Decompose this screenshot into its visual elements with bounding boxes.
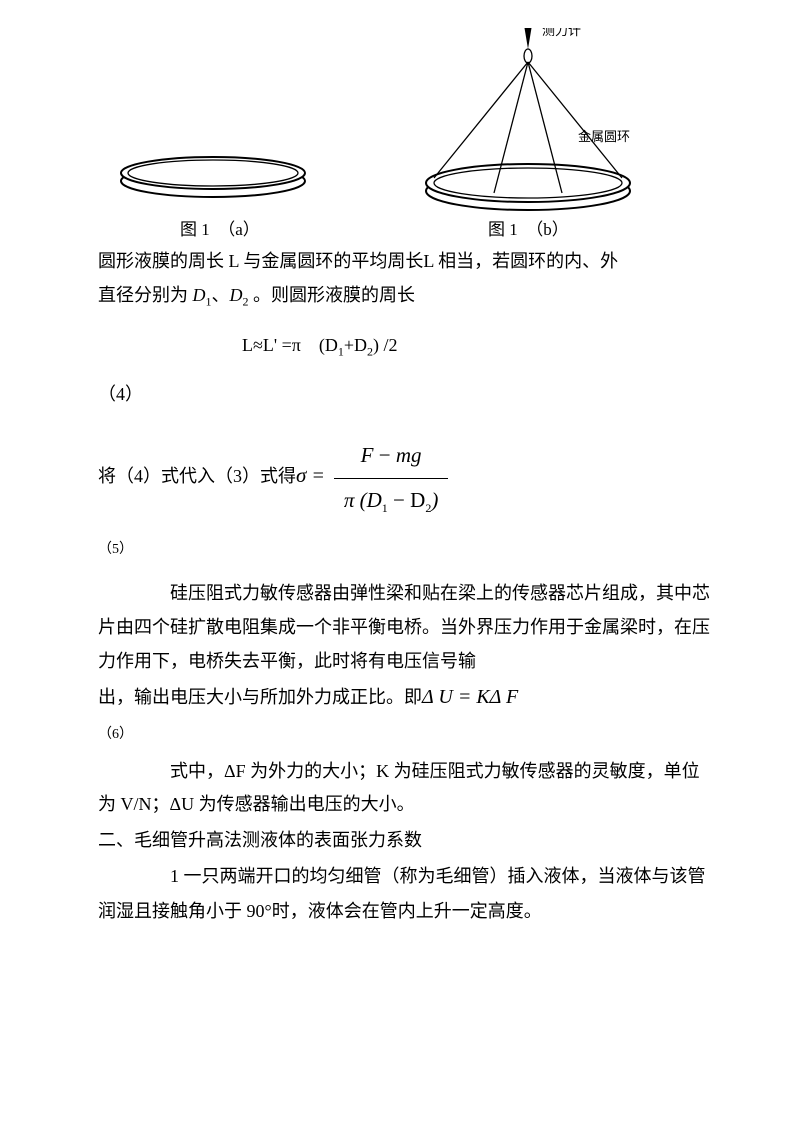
para-3: 将（4）式代入（3）式得σ = F − mg π (D1 − D2) xyxy=(98,435,710,521)
eq4-lhs: L≈L' =π (D xyxy=(242,335,338,355)
para4b-pre: 出，输出电压大小与所加外力成正比。即 xyxy=(98,687,422,707)
figure-1: 测力计 金属圆环 图 1 （a） 图 1 （b） xyxy=(98,28,710,226)
eq4-rhs: ) /2 xyxy=(373,335,398,355)
eq5-number: （5） xyxy=(98,537,710,564)
para-1a: 圆形液膜的周长 L 与金属圆环的平均周长L 相当，若圆环的内、外 xyxy=(98,244,710,278)
eq5-den-l: π (D xyxy=(344,488,382,512)
caption-b: 图 1 （b） xyxy=(488,214,569,246)
gauge-label: 测力计 xyxy=(542,28,581,38)
para-6: 1 一只两端开口的均匀细管（称为毛细管）插入液体，当液体与该管润湿且接触角小于 … xyxy=(98,859,710,927)
eq5-num-l: F xyxy=(361,443,374,467)
equation-5-fraction: F − mg π (D1 − D2) xyxy=(334,435,448,521)
d2: D xyxy=(230,285,243,305)
para-4: 硅压阻式力敏传感器由弹性梁和贴在梁上的传感器芯片组成，其中芯片由四个硅扩散电阻集… xyxy=(98,576,710,679)
para3-pre: 将（4）式代入（3）式得 xyxy=(98,466,296,486)
eq5-num-m: − xyxy=(373,443,395,467)
para1b-pre: 直径分别为 xyxy=(98,285,193,305)
para-5: 式中，ΔF 为外力的大小；K 为硅压阻式力敏传感器的灵敏度，单位为 V/N；ΔU… xyxy=(98,755,710,822)
sigma: σ xyxy=(296,463,306,487)
para1b-mid: 、 xyxy=(212,285,230,305)
ring-label: 金属圆环 xyxy=(578,129,630,144)
para-1b: 直径分别为 D1、D2 。则圆形液膜的周长 xyxy=(98,278,710,313)
ring-a xyxy=(121,157,305,197)
d1: D xyxy=(193,285,206,305)
para-4b: 出，输出电压大小与所加外力成正比。即Δ U = KΔ F xyxy=(98,678,710,716)
para1b-post: 。则圆形液膜的周长 xyxy=(249,285,416,305)
eq5-den-m: − D xyxy=(388,488,426,512)
eq5-den-r: ) xyxy=(431,488,438,512)
eq6-number: （6） xyxy=(98,722,710,749)
heading-2: 二、毛细管升高法测液体的表面张力系数 xyxy=(98,823,710,857)
caption-a: 图 1 （a） xyxy=(180,214,260,246)
equation-4: L≈L' =π (D1+D2) /2 xyxy=(98,328,710,363)
eq4-number: （4） xyxy=(98,377,710,411)
eq4-mid: +D xyxy=(344,335,367,355)
equation-6: Δ U = KΔ F xyxy=(422,686,518,708)
ring-b: 测力计 金属圆环 xyxy=(426,28,630,210)
eq5-num-r: mg xyxy=(396,443,422,467)
figure-svg: 测力计 金属圆环 xyxy=(98,28,710,226)
